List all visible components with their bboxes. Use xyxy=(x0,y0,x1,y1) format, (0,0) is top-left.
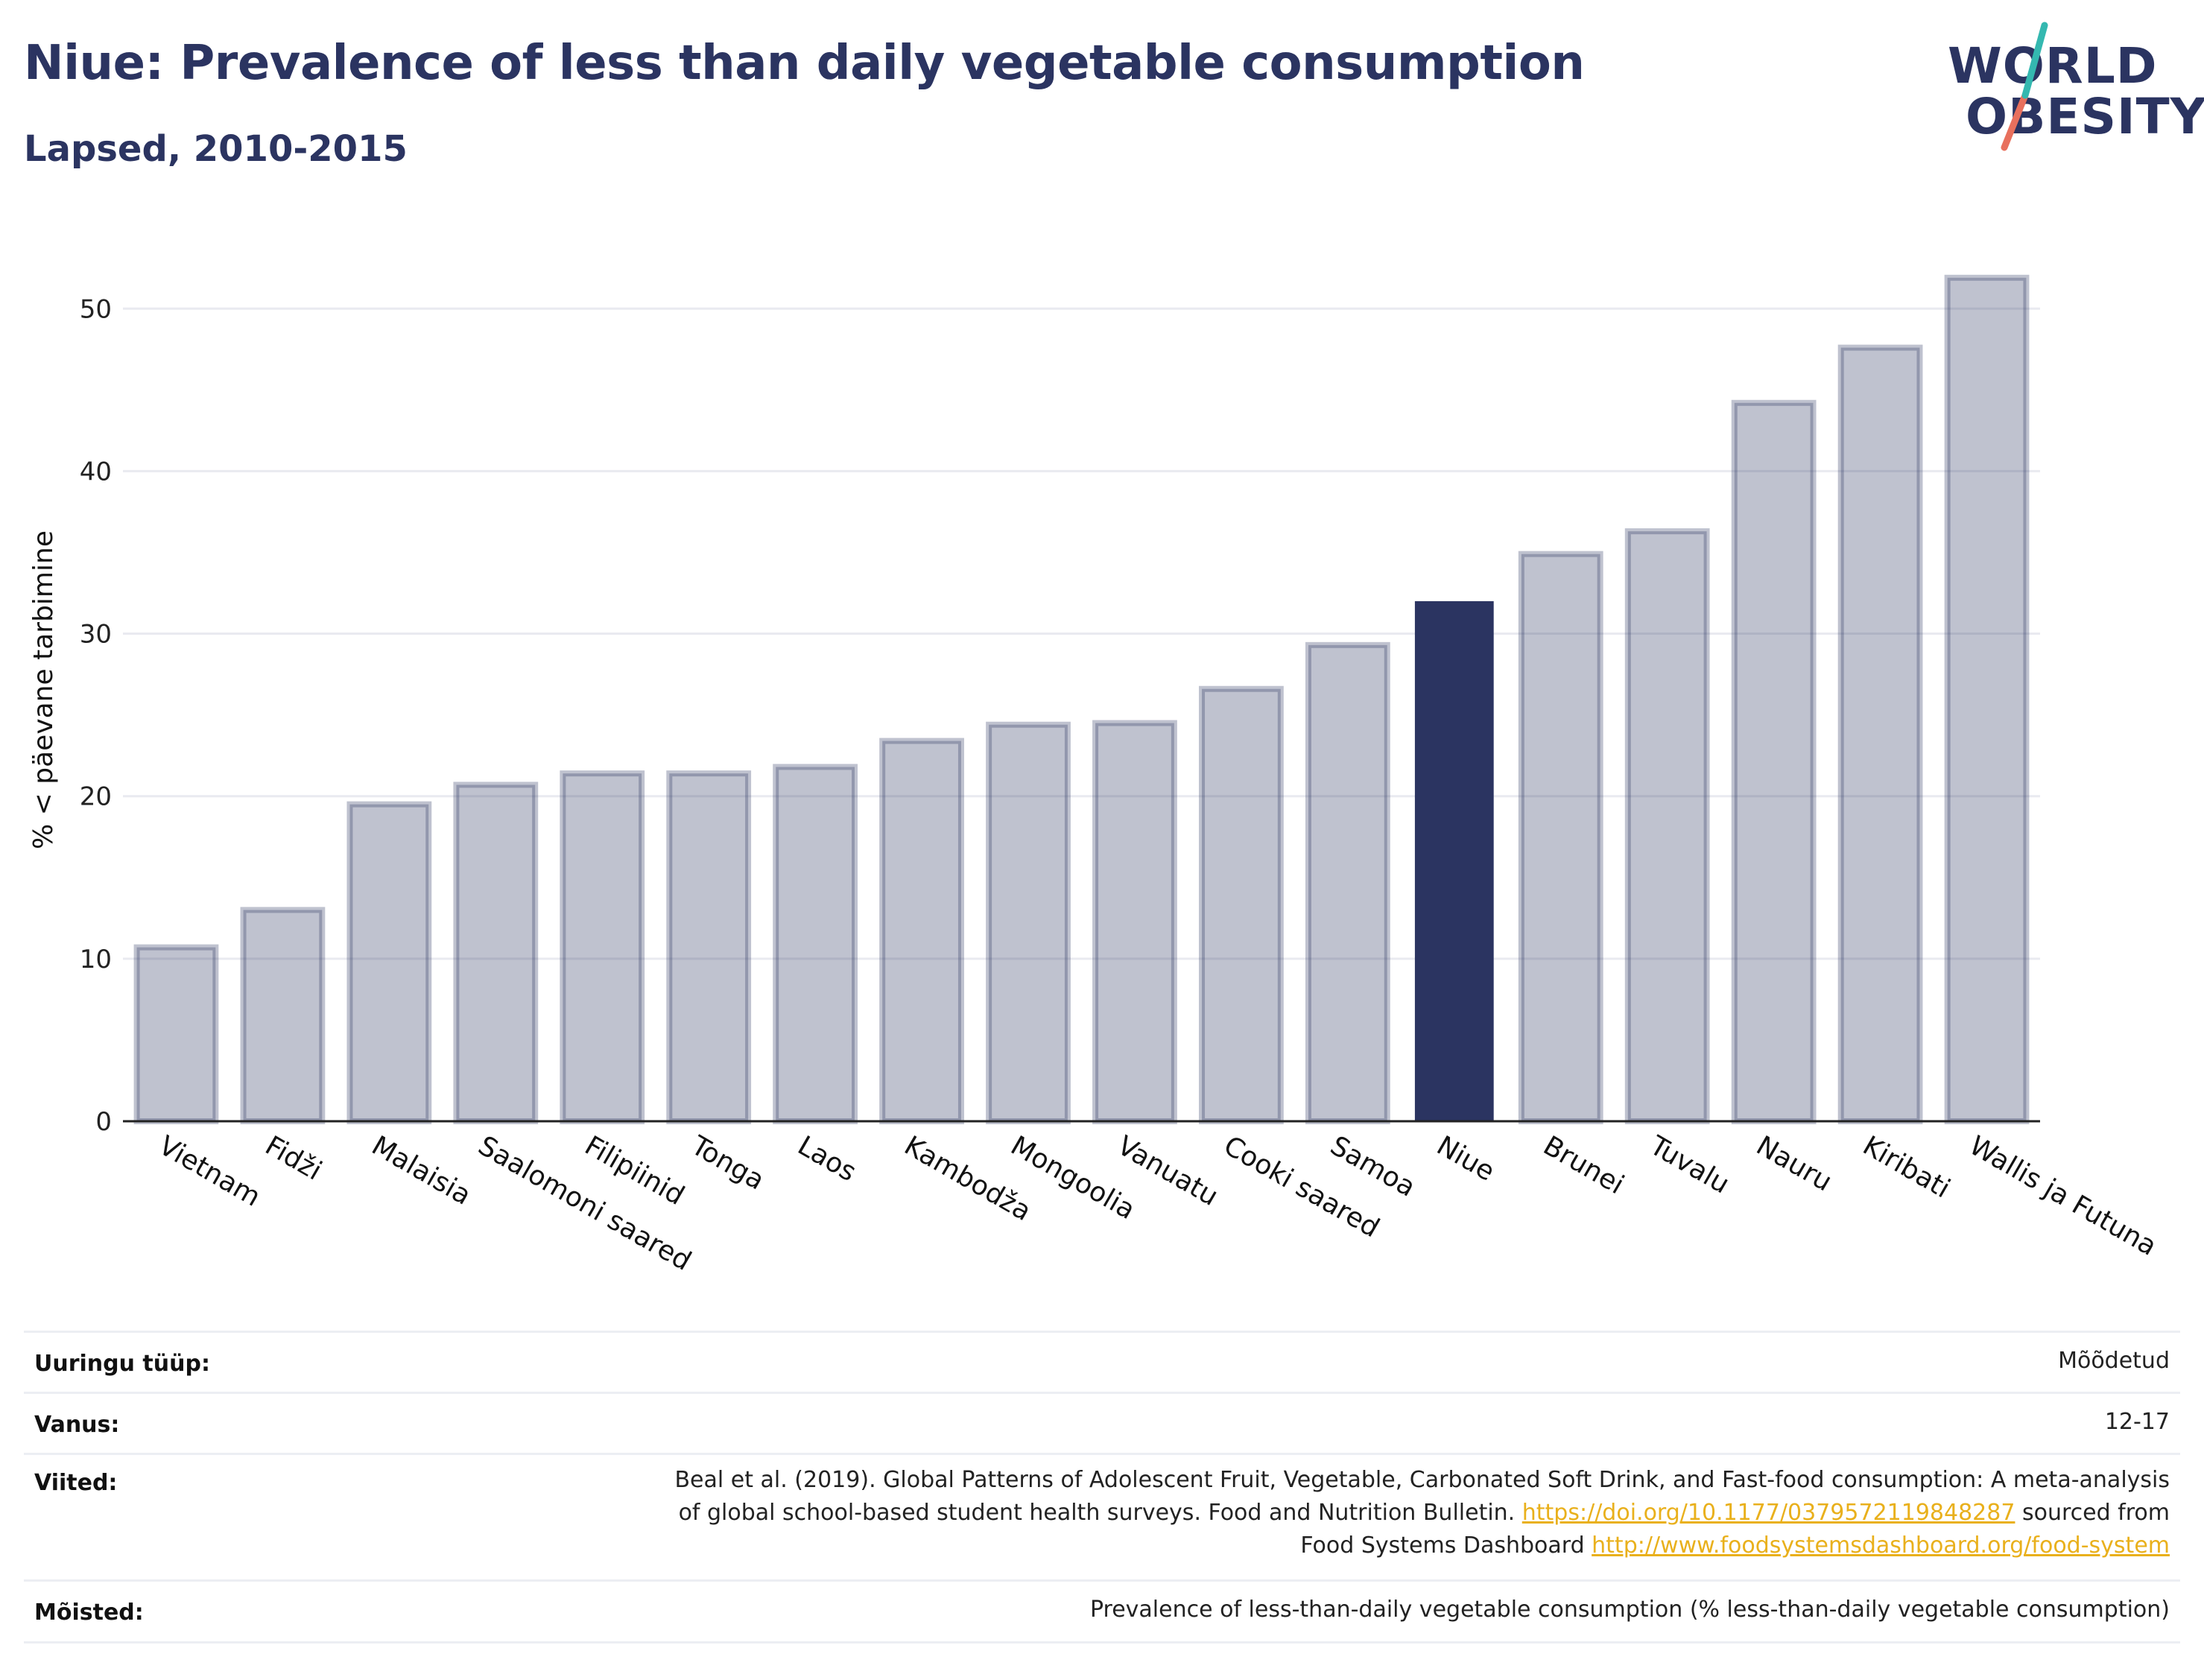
bar-malaisia xyxy=(346,801,432,1124)
x-tick-label: Vietnam xyxy=(153,1130,265,1213)
bar-samoa xyxy=(1305,641,1390,1124)
bar-vietnam xyxy=(133,944,219,1124)
bar-wallis-ja-futuna xyxy=(1944,274,2030,1124)
x-tick-label: Nauru xyxy=(1751,1130,1837,1197)
x-tick-label: Brunei xyxy=(1538,1130,1629,1200)
references-label: Viited: xyxy=(34,1470,118,1496)
x-tick-label: Tuvalu xyxy=(1644,1130,1734,1200)
bar-cooki-saared xyxy=(1199,685,1284,1124)
meta-row-survey-type: Uuringu tüüp: Mõõdetud xyxy=(24,1331,2180,1392)
world-obesity-logo: WORLD OBESITY xyxy=(1945,21,2204,155)
bar-laos xyxy=(773,764,858,1124)
references-value: Beal et al. (2019). Global Patterns of A… xyxy=(674,1464,2170,1562)
bar-mongoolia xyxy=(986,721,1071,1124)
chart-subtitle: Lapsed, 2010-2015 xyxy=(24,128,408,170)
y-tick-label: 20 xyxy=(80,782,112,812)
bar-tuvalu xyxy=(1624,528,1710,1124)
age-value: 12-17 xyxy=(2104,1409,2170,1435)
survey-type-value: Mõõdetud xyxy=(2058,1348,2170,1374)
food-systems-dashboard-link[interactable]: http://www.foodsystemsdashboard.org/food… xyxy=(1592,1532,2170,1559)
references-text: sourced from xyxy=(2015,1500,2170,1526)
bar-tonga xyxy=(666,770,752,1124)
x-tick-label: Laos xyxy=(793,1130,861,1188)
y-tick-label: 30 xyxy=(80,620,112,650)
gridlines xyxy=(123,307,2040,960)
x-tick-label: Kiribati xyxy=(1858,1130,1955,1204)
y-tick-label: 50 xyxy=(80,294,112,324)
bar-fid-i xyxy=(240,907,326,1124)
y-axis-label: % < päevane tarbimine xyxy=(28,530,59,849)
x-tick-label: Fidži xyxy=(260,1130,327,1186)
meta-row-age: Vanus: 12-17 xyxy=(24,1392,2180,1454)
bar-nauru xyxy=(1731,399,1817,1124)
meta-row-references: Viited: Beal et al. (2019). Global Patte… xyxy=(24,1453,2180,1580)
definitions-label: Mõisted: xyxy=(34,1600,144,1626)
x-tick-label: Tonga xyxy=(685,1130,770,1196)
references-text: Food Systems Dashboard xyxy=(1300,1532,1592,1559)
bar-filipiinid xyxy=(560,770,645,1124)
bar-vanuatu xyxy=(1092,720,1177,1124)
bar-saalomoni-saared xyxy=(453,782,539,1125)
references-line-3: Food Systems Dashboard http://www.foodsy… xyxy=(674,1530,2170,1562)
y-tick-label: 0 xyxy=(95,1107,112,1137)
meta-row-definitions: Mõisted: Prevalence of less-than-daily v… xyxy=(24,1579,2180,1643)
y-tick-label: 40 xyxy=(80,457,112,486)
x-tick-label: Malaisia xyxy=(367,1130,476,1211)
y-axis-ticks: 0 10 20 30 40 50 xyxy=(80,294,112,1137)
y-tick-label: 10 xyxy=(80,945,112,974)
bar-kambod-a xyxy=(879,738,964,1124)
logo-slash-icon xyxy=(2001,22,2048,151)
definitions-value: Prevalence of less-than-daily vegetable … xyxy=(1089,1597,2170,1623)
bar-brunei xyxy=(1518,551,1603,1124)
doi-link[interactable]: https://doi.org/10.1177/0379572119848287 xyxy=(1521,1500,2015,1526)
x-tick-label: Wallis ja Futuna xyxy=(1964,1130,2162,1262)
x-tick-label: Niue xyxy=(1431,1130,1499,1187)
survey-type-label: Uuringu tüüp: xyxy=(34,1351,210,1377)
bars xyxy=(133,274,2030,1125)
logo-text-obesity: OBESITY xyxy=(1966,88,2204,145)
references-text: of global school-based student health su… xyxy=(678,1500,1522,1526)
bar-kiribati xyxy=(1837,344,1923,1124)
chart-title: Niue: Prevalence of less than daily vege… xyxy=(24,36,1585,91)
bar-niue xyxy=(1414,600,1494,1121)
references-line-1: Beal et al. (2019). Global Patterns of A… xyxy=(674,1467,2170,1493)
references-line-2: of global school-based student health su… xyxy=(674,1497,2170,1530)
logo-text-world: WORLD xyxy=(1948,37,2158,95)
age-label: Vanus: xyxy=(34,1412,120,1438)
